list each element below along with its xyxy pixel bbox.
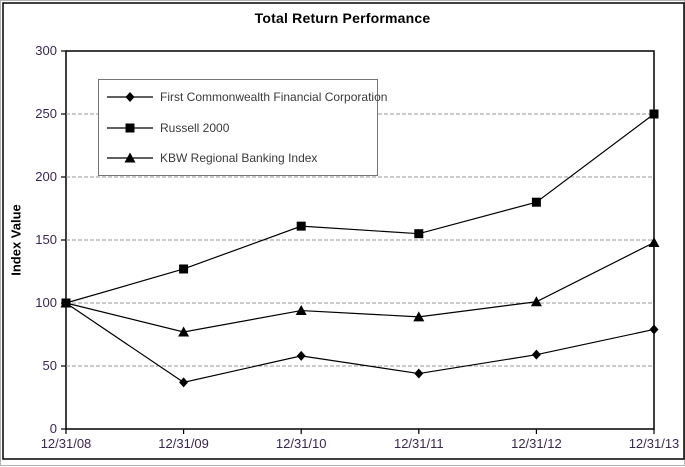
chart-frame (2, 2, 685, 460)
marker-diamond (125, 92, 135, 102)
square-marker-icon (107, 123, 153, 132)
chart-legend: First Commonwealth Financial Corporation… (98, 79, 387, 176)
marker-triangle (648, 237, 660, 248)
marker-diamond (414, 368, 424, 379)
legend-label: First Commonwealth Financial Corporation (160, 90, 388, 104)
x-tick-label: 12/31/10 (276, 436, 327, 451)
marker-square (179, 264, 189, 274)
marker-diamond (179, 377, 189, 388)
marker-triangle (60, 297, 72, 308)
legend-item: KBW Regional Banking Index (107, 149, 373, 167)
y-tick-label: 0 (50, 421, 57, 436)
marker-square (649, 109, 659, 119)
marker-diamond (649, 324, 659, 335)
y-tick-label: 200 (35, 169, 57, 184)
legend-item: Russell 2000 (107, 119, 373, 137)
marker-diamond (531, 349, 541, 360)
marker-square (296, 221, 306, 231)
marker-square (414, 229, 424, 239)
diamond-marker-icon (107, 92, 153, 102)
marker-triangle (124, 152, 136, 163)
y-tick-label: 50 (43, 358, 57, 373)
x-tick-label: 12/31/11 (394, 436, 444, 451)
marker-square (125, 123, 135, 132)
triangle-marker-icon (107, 152, 153, 163)
y-tick-label: 250 (35, 106, 57, 121)
y-axis-title: Index Value (8, 204, 24, 276)
marker-triangle (295, 305, 307, 316)
chart-title: Total Return Performance (254, 10, 431, 26)
series-line (65, 241, 655, 333)
marker-triangle (178, 326, 190, 337)
marker-triangle (413, 311, 425, 322)
legend-label: KBW Regional Banking Index (160, 151, 318, 165)
series-line (65, 302, 655, 384)
marker-diamond (296, 350, 306, 361)
legend-label: Russell 2000 (160, 120, 230, 135)
y-tick-label: 100 (35, 295, 57, 310)
marker-square (531, 197, 541, 207)
y-tick-label: 150 (35, 232, 57, 247)
x-tick-label: 12/31/09 (158, 436, 209, 451)
legend-item: First Commonwealth Financial Corporation (107, 88, 387, 106)
x-tick-label: 12/31/12 (511, 436, 562, 451)
series-line (65, 113, 655, 304)
x-tick-label: 12/31/13 (629, 436, 680, 451)
y-tick-label: 300 (35, 43, 57, 58)
x-tick-label: 12/31/08 (41, 436, 92, 451)
marker-triangle (530, 296, 542, 307)
